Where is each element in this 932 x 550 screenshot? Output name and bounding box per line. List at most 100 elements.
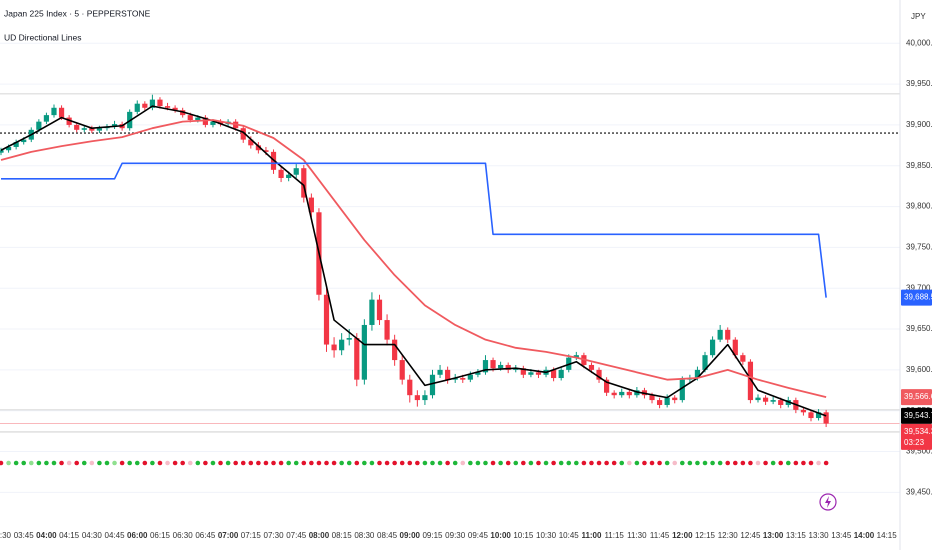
candle-body: [323, 294, 330, 345]
signal-dot: [263, 460, 269, 466]
candle-body: [770, 400, 776, 402]
signal-dot: [521, 460, 526, 466]
signal-dot: [513, 460, 519, 466]
candle-body: [172, 107, 178, 111]
candle-body: [376, 299, 383, 321]
signal-dot: [13, 460, 19, 466]
signal-dot: [203, 460, 208, 466]
candle-body: [293, 168, 299, 175]
signal-dot: [785, 460, 791, 466]
plot-area: [0, 93, 900, 466]
signal-dot: [717, 460, 723, 466]
indicator-name: UD Directional Lines: [4, 32, 81, 42]
candle-body: [611, 392, 617, 396]
candle-body: [505, 364, 511, 370]
signal-dot: [134, 460, 140, 466]
y-tick-label: 39,450.0: [906, 487, 932, 496]
signal-dot: [505, 460, 511, 466]
candle-body: [134, 103, 140, 112]
candle-body: [51, 107, 57, 116]
signal-dot: [816, 460, 821, 466]
signal-dot: [309, 460, 314, 466]
x-tick-label: 04:30: [82, 531, 103, 540]
signal-dot: [702, 460, 708, 466]
signal-dot: [619, 460, 625, 466]
candle-body: [308, 197, 314, 213]
signal-dot: [695, 460, 700, 466]
signal-dot: [596, 460, 602, 466]
signal-dot: [657, 460, 662, 466]
candle-body: [490, 360, 496, 369]
candle-body: [475, 372, 481, 375]
signal-dot: [823, 460, 829, 466]
candle-body: [815, 412, 822, 419]
candle-body: [626, 391, 632, 396]
x-tick-label: 13:15: [786, 531, 807, 540]
x-tick-label: 04:00: [36, 531, 57, 540]
signal-dot: [483, 460, 488, 466]
candle-body: [709, 339, 716, 356]
x-tick-label: 08:30: [354, 531, 375, 540]
signal-dot: [293, 460, 299, 466]
candle-body: [339, 339, 345, 351]
signal-dot: [112, 460, 117, 466]
signal-dot: [21, 460, 27, 466]
y-tick-label: 40,000.0: [906, 38, 932, 47]
signal-dot: [187, 460, 193, 466]
signal-dot: [793, 460, 799, 466]
candle-body: [823, 412, 829, 424]
candle-body: [195, 117, 201, 121]
candle-body: [535, 372, 542, 375]
candle-body: [558, 369, 564, 379]
signal-dot: [611, 460, 617, 466]
candle-body: [429, 374, 436, 396]
signal-dot: [649, 460, 655, 466]
candle-body: [89, 128, 95, 131]
candle-body: [634, 390, 640, 396]
y-tick-label: 39,900.0: [906, 120, 932, 129]
x-tick-label: 13:30: [809, 531, 830, 540]
candle-body: [656, 400, 663, 405]
price-label-box: [901, 423, 932, 450]
signal-dot: [218, 460, 223, 466]
indicator-line: [0, 119, 827, 399]
signal-dot: [801, 460, 806, 466]
candle-body: [513, 368, 519, 370]
signal-dot: [331, 460, 337, 466]
x-tick-label: 10:15: [513, 531, 534, 540]
signal-dot: [165, 460, 170, 466]
x-tick-label: 14:15: [877, 531, 898, 540]
x-tick-label: 14:00: [854, 531, 875, 540]
candle-body: [732, 339, 738, 356]
signal-dot: [0, 460, 4, 466]
candle-body: [157, 99, 163, 107]
chart-title: Japan 225 Index · 5 · PEPPERSTONE: [4, 8, 151, 18]
x-tick-label: 06:30: [173, 531, 194, 540]
candle-body: [74, 124, 80, 130]
x-tick-label: 08:15: [332, 531, 353, 540]
x-tick-label: 13:45: [831, 531, 852, 540]
candle-body: [664, 397, 670, 405]
signal-dot: [604, 460, 609, 466]
alert-icon[interactable]: [819, 493, 837, 511]
signal-dot: [589, 460, 594, 466]
candle-body: [255, 145, 261, 151]
currency: JPY: [911, 12, 926, 21]
candle-body: [240, 128, 246, 140]
y-tick-label: 39,500.0: [906, 447, 932, 456]
signal-dot: [422, 460, 428, 466]
candle-body: [187, 115, 193, 121]
candle-body: [96, 128, 103, 131]
price-label-box: [901, 289, 932, 306]
candle-body: [278, 169, 284, 178]
signal-dot: [399, 460, 405, 466]
y-tick-label: 39,950.0: [906, 79, 932, 88]
signal-dot: [377, 460, 382, 466]
candle-body: [286, 174, 292, 178]
candle-body: [58, 107, 65, 118]
candle-body: [392, 339, 398, 361]
signal-dot: [66, 460, 72, 466]
signal-dot: [755, 460, 761, 466]
signal-dot: [627, 460, 632, 466]
